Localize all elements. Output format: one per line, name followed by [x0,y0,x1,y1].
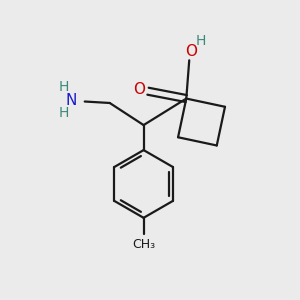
Text: H: H [59,80,69,94]
Text: CH₃: CH₃ [132,238,155,251]
Text: H: H [196,34,206,48]
Text: O: O [185,44,197,59]
Text: O: O [133,82,145,97]
Text: H: H [59,106,69,120]
Text: N: N [66,92,77,107]
